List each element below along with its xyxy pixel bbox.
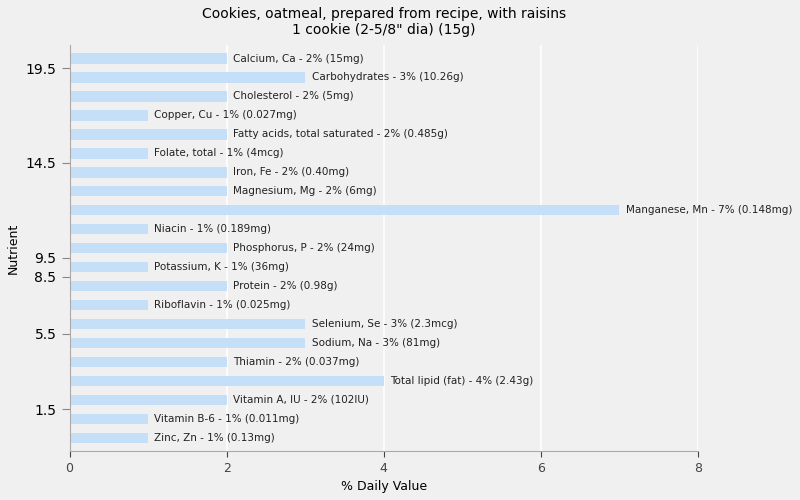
Text: Folate, total - 1% (4mcg): Folate, total - 1% (4mcg) bbox=[154, 148, 284, 158]
Bar bbox=[70, 224, 148, 234]
Bar bbox=[70, 54, 226, 64]
Text: Phosphorus, P - 2% (24mg): Phosphorus, P - 2% (24mg) bbox=[233, 243, 374, 253]
Text: Calcium, Ca - 2% (15mg): Calcium, Ca - 2% (15mg) bbox=[233, 54, 363, 64]
Text: Sodium, Na - 3% (81mg): Sodium, Na - 3% (81mg) bbox=[311, 338, 440, 348]
Text: Manganese, Mn - 7% (0.148mg): Manganese, Mn - 7% (0.148mg) bbox=[626, 205, 792, 215]
Bar bbox=[70, 148, 148, 158]
Bar bbox=[70, 205, 619, 216]
Text: Iron, Fe - 2% (0.40mg): Iron, Fe - 2% (0.40mg) bbox=[233, 168, 349, 177]
Bar bbox=[70, 167, 226, 177]
Bar bbox=[70, 91, 226, 102]
Bar bbox=[70, 129, 226, 140]
Title: Cookies, oatmeal, prepared from recipe, with raisins
1 cookie (2-5/8" dia) (15g): Cookies, oatmeal, prepared from recipe, … bbox=[202, 7, 566, 37]
Bar bbox=[70, 356, 226, 367]
Bar bbox=[70, 243, 226, 254]
Text: Cholesterol - 2% (5mg): Cholesterol - 2% (5mg) bbox=[233, 92, 354, 102]
Bar bbox=[70, 376, 384, 386]
Bar bbox=[70, 319, 306, 329]
Y-axis label: Nutrient: Nutrient bbox=[7, 222, 20, 274]
Bar bbox=[70, 394, 226, 405]
Text: Zinc, Zn - 1% (0.13mg): Zinc, Zn - 1% (0.13mg) bbox=[154, 433, 275, 443]
Text: Fatty acids, total saturated - 2% (0.485g): Fatty acids, total saturated - 2% (0.485… bbox=[233, 130, 448, 140]
Text: Protein - 2% (0.98g): Protein - 2% (0.98g) bbox=[233, 281, 338, 291]
Text: Selenium, Se - 3% (2.3mcg): Selenium, Se - 3% (2.3mcg) bbox=[311, 319, 457, 329]
Bar bbox=[70, 262, 148, 272]
Bar bbox=[70, 72, 306, 83]
Text: Vitamin B-6 - 1% (0.011mg): Vitamin B-6 - 1% (0.011mg) bbox=[154, 414, 300, 424]
Bar bbox=[70, 300, 148, 310]
Text: Magnesium, Mg - 2% (6mg): Magnesium, Mg - 2% (6mg) bbox=[233, 186, 377, 196]
Bar bbox=[70, 281, 226, 291]
Bar bbox=[70, 414, 148, 424]
Text: Thiamin - 2% (0.037mg): Thiamin - 2% (0.037mg) bbox=[233, 357, 359, 367]
Bar bbox=[70, 432, 148, 443]
Text: Riboflavin - 1% (0.025mg): Riboflavin - 1% (0.025mg) bbox=[154, 300, 290, 310]
Text: Copper, Cu - 1% (0.027mg): Copper, Cu - 1% (0.027mg) bbox=[154, 110, 297, 120]
Bar bbox=[70, 186, 226, 196]
Bar bbox=[70, 338, 306, 348]
Text: Vitamin A, IU - 2% (102IU): Vitamin A, IU - 2% (102IU) bbox=[233, 395, 369, 405]
Text: Total lipid (fat) - 4% (2.43g): Total lipid (fat) - 4% (2.43g) bbox=[390, 376, 534, 386]
Text: Niacin - 1% (0.189mg): Niacin - 1% (0.189mg) bbox=[154, 224, 271, 234]
Text: Carbohydrates - 3% (10.26g): Carbohydrates - 3% (10.26g) bbox=[311, 72, 463, 83]
Bar bbox=[70, 110, 148, 120]
X-axis label: % Daily Value: % Daily Value bbox=[341, 480, 427, 493]
Text: Potassium, K - 1% (36mg): Potassium, K - 1% (36mg) bbox=[154, 262, 290, 272]
